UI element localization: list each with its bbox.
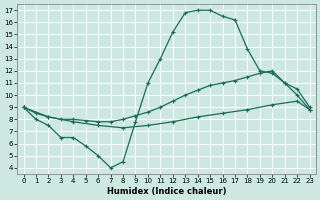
X-axis label: Humidex (Indice chaleur): Humidex (Indice chaleur) [107, 187, 226, 196]
